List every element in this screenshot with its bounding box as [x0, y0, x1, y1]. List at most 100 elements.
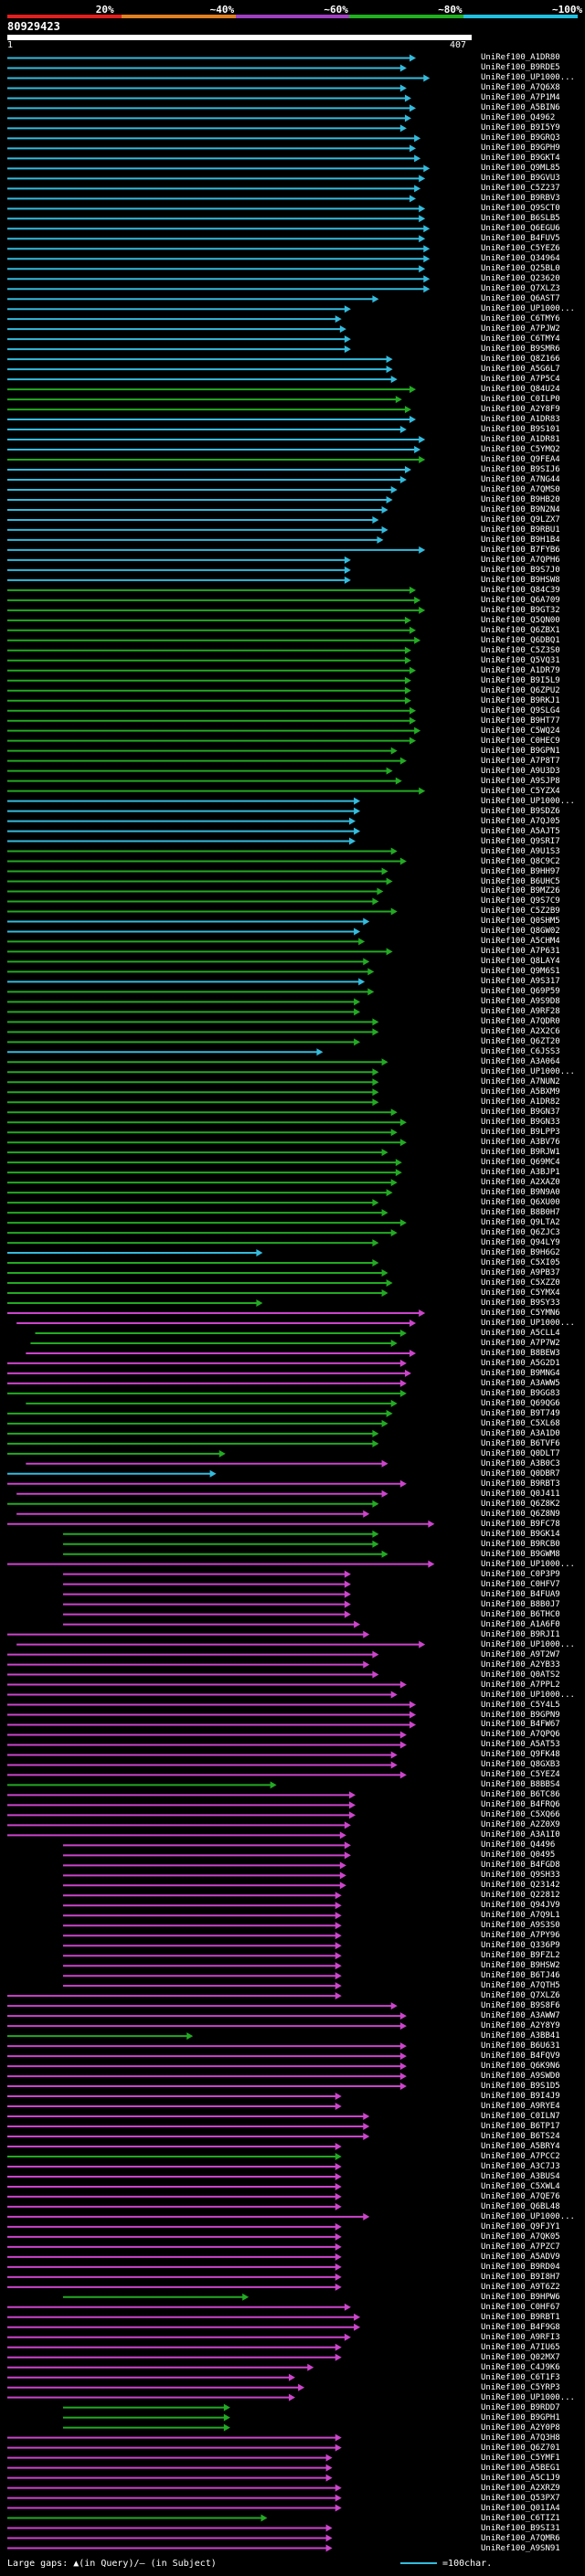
hit-label[interactable]: UniRef100_A7QJ05 [481, 816, 560, 826]
hit-label[interactable]: UniRef100_C5Z2B9 [481, 906, 560, 917]
hit-label[interactable]: UniRef100_A7P631 [481, 947, 560, 957]
hit-label[interactable]: UniRef100_Q6Z8N9 [481, 1509, 560, 1519]
hit-label[interactable]: UniRef100_Q23142 [481, 1881, 560, 1891]
hit-label[interactable]: UniRef100_A9S317 [481, 977, 560, 987]
hit-label[interactable]: UniRef100_B9HSW8 [481, 575, 560, 585]
hit-label[interactable]: UniRef100_B9RDE5 [481, 63, 560, 73]
hit-label[interactable]: UniRef100_A9T2W7 [481, 1649, 560, 1659]
hit-label[interactable]: UniRef100_A7P5C4 [481, 375, 560, 385]
hit-label[interactable]: UniRef100_A7IU65 [481, 2342, 560, 2352]
hit-label[interactable]: UniRef100_B9HPW6 [481, 2292, 560, 2302]
hit-label[interactable]: UniRef100_B9SIJ6 [481, 465, 560, 474]
hit-label[interactable]: UniRef100_A2Y0P8 [481, 2422, 560, 2433]
hit-label[interactable]: UniRef100_Q23620 [481, 274, 560, 284]
hit-label[interactable]: UniRef100_C0HFV7 [481, 1579, 560, 1589]
hit-label[interactable]: UniRef100_C5YMQ2 [481, 445, 560, 455]
hit-label[interactable]: UniRef100_A2X2C6 [481, 1027, 560, 1037]
hit-label[interactable]: UniRef100_B6TC86 [481, 1790, 560, 1800]
hit-label[interactable]: UniRef100_A2Z0X9 [481, 1820, 560, 1830]
hit-label[interactable]: UniRef100_Q6EGU6 [481, 224, 560, 234]
hit-label[interactable]: UniRef100_Q9SLG4 [481, 705, 560, 716]
hit-label[interactable]: UniRef100_Q6DBQ1 [481, 635, 560, 645]
hit-label[interactable]: UniRef100_A3B0C3 [481, 1458, 560, 1468]
hit-label[interactable]: UniRef100_Q7XLZ6 [481, 1991, 560, 2001]
hit-label[interactable]: UniRef100_C5Z237 [481, 184, 560, 194]
hit-label[interactable]: UniRef100_B9GPH1 [481, 2412, 560, 2422]
hit-label[interactable]: UniRef100_B9I5Y9 [481, 123, 560, 133]
hit-label[interactable]: UniRef100_Q69QG6 [481, 1398, 560, 1408]
hit-label[interactable]: UniRef100_A7QDR0 [481, 1017, 560, 1027]
hit-label[interactable]: UniRef100_B9GG83 [481, 1388, 560, 1398]
hit-label[interactable]: UniRef100_C5XQ66 [481, 1810, 560, 1820]
hit-label[interactable]: UniRef100_A3A1D0 [481, 1428, 560, 1438]
hit-label[interactable]: UniRef100_C0HF67 [481, 2302, 560, 2312]
hit-label[interactable]: UniRef100_B9N2N4 [481, 504, 560, 514]
hit-label[interactable]: UniRef100_A7PJW2 [481, 324, 560, 334]
hit-label[interactable]: UniRef100_A7Q9L1 [481, 1911, 560, 1921]
hit-label[interactable]: UniRef100_A1DR83 [481, 415, 560, 425]
hit-label[interactable]: UniRef100_UP1000... [481, 1067, 575, 1077]
hit-label[interactable]: UniRef100_B8B0J7 [481, 1599, 560, 1609]
hit-label[interactable]: UniRef100_UP1000... [481, 304, 575, 314]
hit-label[interactable]: UniRef100_A7Q3H8 [481, 2433, 560, 2443]
hit-label[interactable]: UniRef100_Q9S7C9 [481, 896, 560, 906]
hit-label[interactable]: UniRef100_A9U3D3 [481, 766, 560, 776]
hit-label[interactable]: UniRef100_C6T1F3 [481, 2372, 560, 2382]
hit-label[interactable]: UniRef100_C5YZX4 [481, 786, 560, 796]
hit-label[interactable]: UniRef100_UP1000... [481, 1559, 575, 1569]
hit-label[interactable]: UniRef100_UP1000... [481, 1318, 575, 1328]
hit-label[interactable]: UniRef100_Q9FJY1 [481, 2221, 560, 2231]
hit-label[interactable]: UniRef100_C5WQ24 [481, 726, 560, 736]
hit-label[interactable]: UniRef100_B9GK14 [481, 1529, 560, 1539]
hit-label[interactable]: UniRef100_B9FZL2 [481, 1951, 560, 1961]
hit-label[interactable]: UniRef100_Q6ZPU2 [481, 685, 560, 695]
hit-label[interactable]: UniRef100_Q8GW02 [481, 927, 560, 937]
hit-label[interactable]: UniRef100_C5YMF1 [481, 2453, 560, 2463]
hit-label[interactable]: UniRef100_Q94LY9 [481, 1238, 560, 1248]
hit-label[interactable]: UniRef100_B9GPN9 [481, 1710, 560, 1720]
hit-label[interactable]: UniRef100_B9GRQ3 [481, 133, 560, 143]
hit-label[interactable]: UniRef100_B7FYB6 [481, 545, 560, 555]
hit-label[interactable]: UniRef100_A7QK05 [481, 2231, 560, 2242]
hit-label[interactable]: UniRef100_A1DR82 [481, 1097, 560, 1108]
hit-label[interactable]: UniRef100_A9S3S0 [481, 1921, 560, 1931]
hit-label[interactable]: UniRef100_Q9FEA4 [481, 455, 560, 464]
hit-label[interactable]: UniRef100_C5XL68 [481, 1418, 560, 1428]
hit-label[interactable]: UniRef100_A3C7J3 [481, 2161, 560, 2171]
hit-label[interactable]: UniRef100_Q0DLT7 [481, 1448, 560, 1458]
hit-label[interactable]: UniRef100_B9HT77 [481, 716, 560, 726]
hit-label[interactable]: UniRef100_B9S101 [481, 425, 560, 435]
hit-label[interactable]: UniRef100_A3BJP1 [481, 1168, 560, 1178]
hit-label[interactable]: UniRef100_Q69MC4 [481, 1158, 560, 1168]
hit-label[interactable]: UniRef100_B4FRQ6 [481, 1800, 560, 1810]
hit-label[interactable]: UniRef100_Q01IA4 [481, 2503, 560, 2513]
hit-label[interactable]: UniRef100_Q5VQ31 [481, 655, 560, 665]
hit-label[interactable]: UniRef100_C5Y4L5 [481, 1700, 560, 1710]
hit-label[interactable]: UniRef100_B9GWM8 [481, 1549, 560, 1559]
hit-label[interactable]: UniRef100_B9SMR6 [481, 345, 560, 355]
hit-label[interactable]: UniRef100_UP1000... [481, 2392, 575, 2402]
hit-label[interactable]: UniRef100_A7PY96 [481, 1931, 560, 1941]
hit-label[interactable]: UniRef100_A3BV76 [481, 1138, 560, 1148]
hit-label[interactable]: UniRef100_B6TJ46 [481, 1971, 560, 1981]
hit-label[interactable]: UniRef100_B9I5L9 [481, 675, 560, 685]
hit-label[interactable]: UniRef100_B9HSW2 [481, 1961, 560, 1971]
hit-label[interactable]: UniRef100_C6TIZ1 [481, 2513, 560, 2523]
hit-label[interactable]: UniRef100_A7P8T7 [481, 756, 560, 766]
hit-label[interactable]: UniRef100_A5BIN6 [481, 103, 560, 113]
hit-label[interactable]: UniRef100_A5G6L7 [481, 365, 560, 375]
hit-label[interactable]: UniRef100_C5XI05 [481, 1258, 560, 1268]
hit-label[interactable]: UniRef100_Q34964 [481, 254, 560, 264]
hit-label[interactable]: UniRef100_B6TP17 [481, 2122, 560, 2131]
hit-label[interactable]: UniRef100_A2YB33 [481, 1659, 560, 1670]
hit-label[interactable]: UniRef100_B9RBT3 [481, 1479, 560, 1489]
hit-label[interactable]: UniRef100_A7PZC7 [481, 2242, 560, 2252]
hit-label[interactable]: UniRef100_A2Y8F9 [481, 405, 560, 415]
hit-label[interactable]: UniRef100_B9FC78 [481, 1519, 560, 1529]
hit-label[interactable]: UniRef100_A5AJT5 [481, 826, 560, 836]
hit-label[interactable]: UniRef100_B6TVF6 [481, 1438, 560, 1448]
hit-label[interactable]: UniRef100_Q4496 [481, 1840, 556, 1850]
hit-label[interactable]: UniRef100_UP1000... [481, 1690, 575, 1700]
hit-label[interactable]: UniRef100_Q9FK48 [481, 1750, 560, 1760]
hit-label[interactable]: UniRef100_B9RJW1 [481, 1148, 560, 1158]
